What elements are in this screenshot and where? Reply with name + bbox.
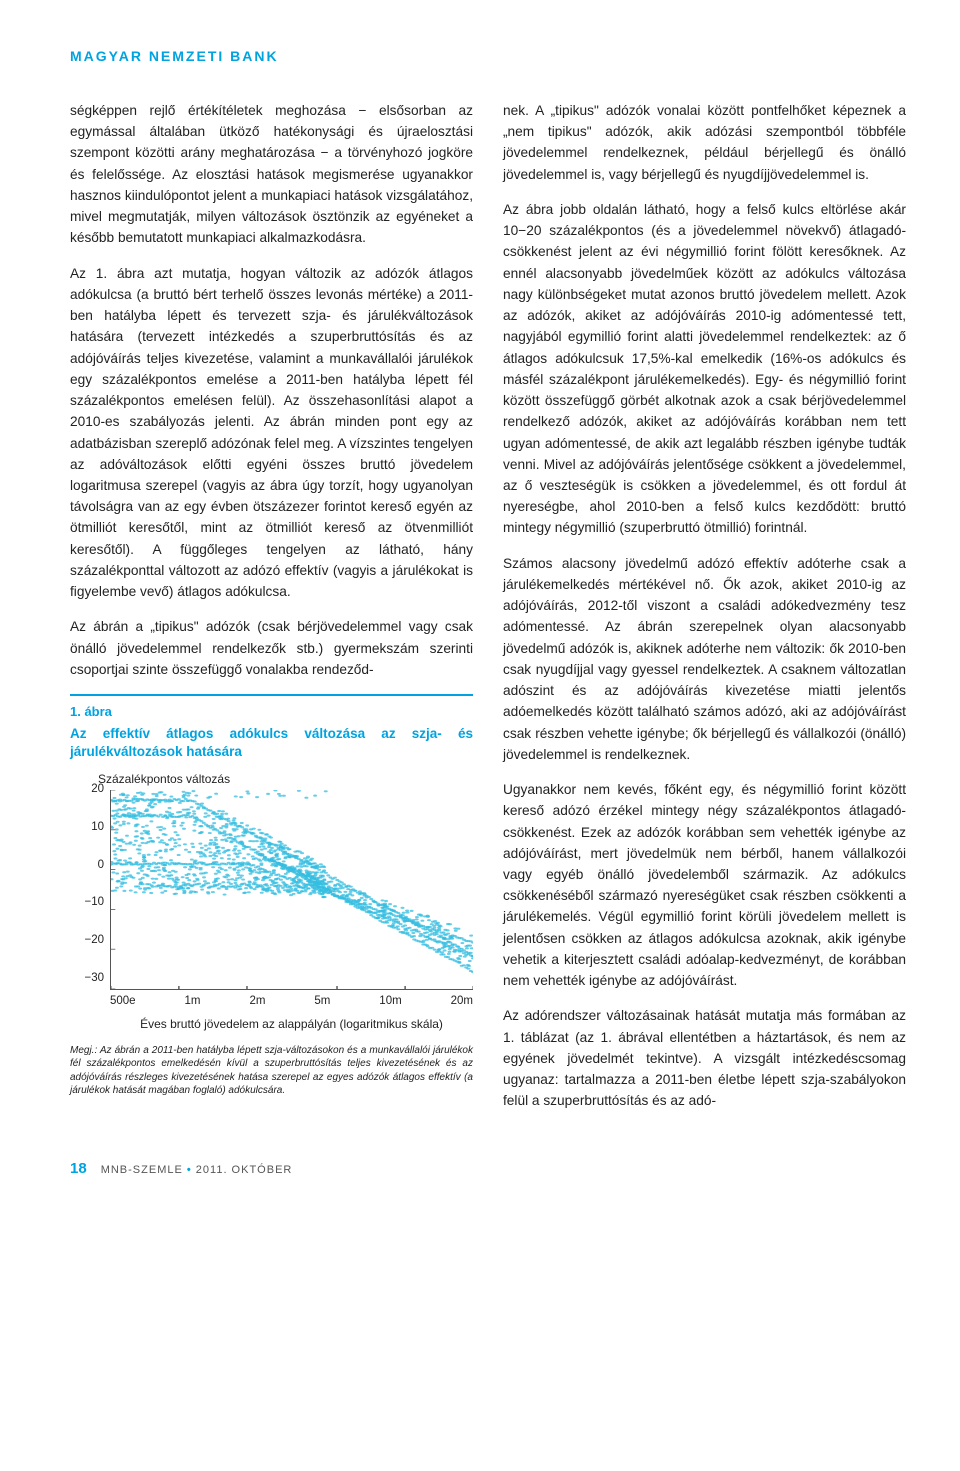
para: Az ábrán a „tipikus" adózók (csak bérjöv… [70, 616, 473, 680]
figure-caption: 1. ábra [70, 702, 473, 722]
chart-y-axis-label: Százalékpontos változás [98, 770, 473, 789]
figure-1: 1. ábra Az effektív átlagos adókulcs vál… [70, 694, 473, 1098]
right-column: nek. A „tipikus" adózók vonalai között p… [503, 100, 906, 1126]
chart-plot-area [110, 790, 473, 990]
chart-x-axis-label: Éves bruttó jövedelem az alappályán (log… [110, 1015, 473, 1034]
para: Az 1. ábra azt mutatja, hogyan változik … [70, 263, 473, 603]
footer-text: MNB-SZEMLE • 2011. OKTÓBER [101, 1164, 293, 1176]
figure-note: Megj.: Az ábrán a 2011-ben hatályba lépe… [70, 1044, 473, 1098]
para: Számos alacsony jövedelmű adózó effektív… [503, 553, 906, 765]
two-column-body: ségképpen rejlő értékítéletek meghozása … [70, 100, 906, 1126]
page-footer: 18 MNB-SZEMLE • 2011. OKTÓBER [70, 1160, 906, 1177]
left-column: ségképpen rejlő értékítéletek meghozása … [70, 100, 473, 1126]
chart-scatter-svg [111, 790, 473, 989]
para: Ugyanakkor nem kevés, főként egy, és nég… [503, 779, 906, 991]
page: MAGYAR NEMZETI BANK ségképpen rejlő érté… [0, 0, 960, 1207]
para: ségképpen rejlő értékítéletek meghozása … [70, 100, 473, 249]
figure-title: Az effektív átlagos adókulcs változása a… [70, 725, 473, 761]
page-number: 18 [70, 1160, 87, 1177]
para: Az adórendszer változásainak hatását mut… [503, 1005, 906, 1111]
running-header: MAGYAR NEMZETI BANK [70, 48, 906, 64]
chart-x-ticks: 500e1m2m5m10m20m [110, 993, 473, 1011]
chart: Százalékpontos változás 20100−10−20−30 5… [80, 770, 473, 1034]
para: nek. A „tipikus" adózók vonalai között p… [503, 100, 906, 185]
para: Az ábra jobb oldalán látható, hogy a fel… [503, 199, 906, 539]
footer-label: MNB-SZEMLE • 2011. OKTÓBER [101, 1164, 293, 1176]
chart-y-ticks: 20100−10−20−30 [80, 790, 110, 990]
